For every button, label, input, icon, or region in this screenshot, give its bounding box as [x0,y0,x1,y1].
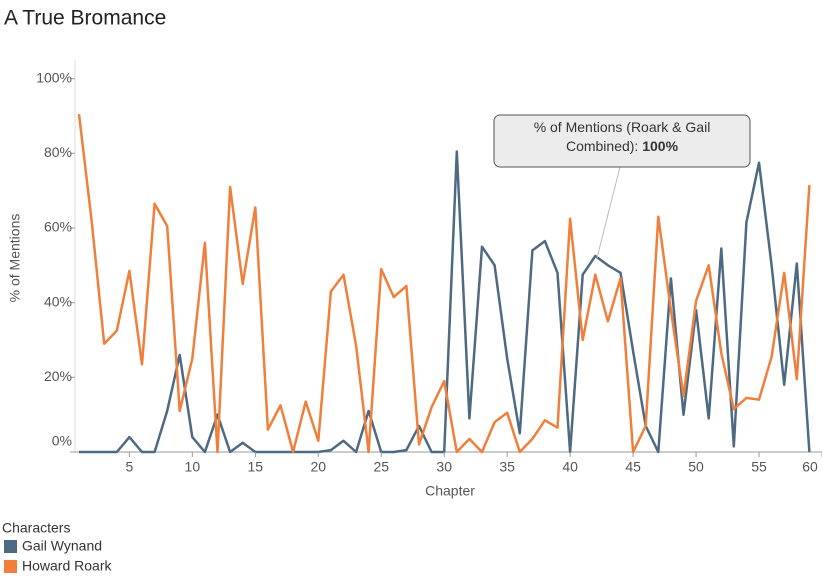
y-tick-label: 60% [44,219,72,235]
legend: Gail Wynand Howard Roark [4,538,112,574]
annotation: % of Mentions (Roark & Gail Combined): 1… [498,118,746,156]
x-axis-label: Chapter [425,483,475,499]
y-tick-label: 100% [36,69,72,85]
series-line [79,150,811,454]
legend-swatch [4,540,17,553]
y-axis-label: % of Mentions [7,214,23,303]
x-tick-label: 55 [751,459,767,475]
legend-label: Gail Wynand [22,538,102,554]
x-tick-label: 5 [125,459,133,475]
annotation-text-box: % of Mentions (Roark & Gail Combined): 1… [498,118,746,156]
series-line [77,113,811,454]
x-tick-label: 20 [310,459,326,475]
y-tick-label: 20% [44,368,72,384]
x-tick-label: 35 [499,459,515,475]
chart-title: A True Bromance [4,7,166,30]
legend-label: Howard Roark [22,558,112,574]
x-tick-label: 60 [802,459,818,475]
x-tick-label: 45 [625,459,641,475]
legend-title: Characters [2,520,70,536]
x-tick-label: 10 [185,459,201,475]
x-tick-label: 30 [436,459,452,475]
x-tick-label: 50 [688,459,704,475]
x-tick-label: 15 [248,459,264,475]
annotation-value: 100% [642,138,679,154]
y-tick-label: 40% [44,293,72,309]
y-tick-label: 80% [44,144,72,160]
y-tick-label: 0% [52,433,72,449]
x-tick-label: 40 [562,459,578,475]
x-tick-label: 25 [373,459,389,475]
annotation-text: % of Mentions (Roark & Gail Combined): [533,119,711,154]
annotation-pointer [596,166,621,259]
annotation-box [493,114,751,168]
legend-swatch [4,560,17,573]
